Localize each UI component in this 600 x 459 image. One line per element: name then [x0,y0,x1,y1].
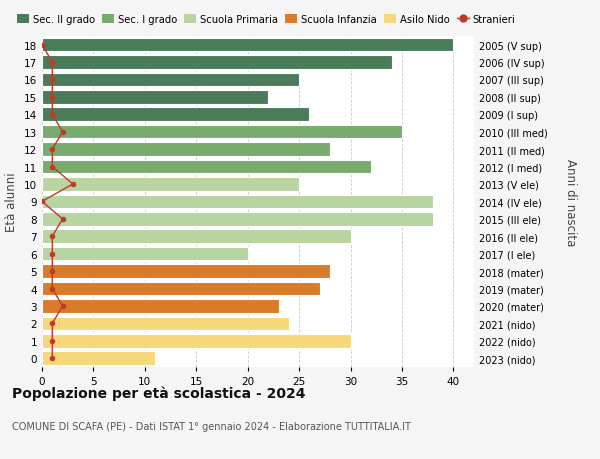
Point [37,42,47,49]
Point [47,233,57,241]
Point [47,355,57,362]
Point [47,163,57,171]
Y-axis label: Anni di nascita: Anni di nascita [564,158,577,246]
Bar [42,73,299,87]
Point [47,251,57,258]
Bar [42,317,289,330]
Point [58,302,67,310]
Bar [42,282,320,296]
Bar [42,39,454,52]
Bar [42,178,299,191]
Point [37,198,47,206]
Y-axis label: Età alunni: Età alunni [5,172,19,232]
Point [47,320,57,327]
Text: COMUNE DI SCAFA (PE) - Dati ISTAT 1° gennaio 2024 - Elaborazione TUTTITALIA.IT: COMUNE DI SCAFA (PE) - Dati ISTAT 1° gen… [12,421,411,431]
Bar [42,265,330,278]
Point [47,337,57,345]
Point [47,59,57,67]
Bar [42,334,350,348]
Point [58,216,67,223]
Bar [42,247,248,261]
Point [47,112,57,119]
Bar [42,160,371,174]
Bar [42,300,278,313]
Bar [42,195,433,209]
Bar [42,108,310,122]
Point [68,181,77,188]
Point [47,77,57,84]
Bar [42,91,268,104]
Bar [42,352,155,365]
Text: Popolazione per età scolastica - 2024: Popolazione per età scolastica - 2024 [12,386,305,400]
Point [47,94,57,101]
Bar [42,126,402,139]
Bar [42,143,330,157]
Point [47,268,57,275]
Legend: Sec. II grado, Sec. I grado, Scuola Primaria, Scuola Infanzia, Asilo Nido, Stran: Sec. II grado, Sec. I grado, Scuola Prim… [17,15,515,25]
Point [47,285,57,292]
Bar [42,56,392,70]
Bar [42,213,433,226]
Point [58,129,67,136]
Point [47,146,57,153]
Bar [42,230,350,244]
